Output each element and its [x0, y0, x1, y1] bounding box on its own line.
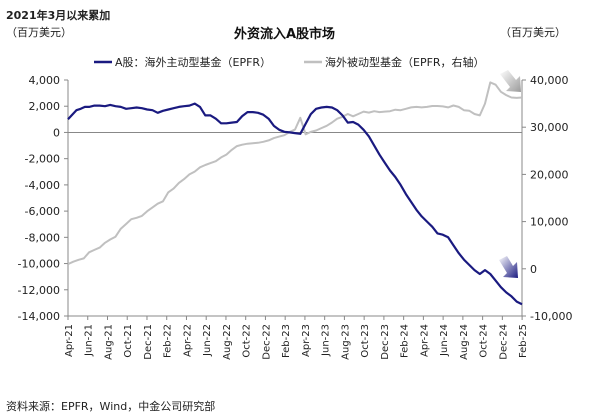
x-tick-label: Jun-24	[439, 324, 450, 357]
x-tick-label: Apr-23	[301, 324, 312, 357]
x-tick-label: Apr-22	[182, 324, 193, 357]
x-tick-label: Feb-23	[281, 324, 292, 358]
series-layer	[67, 81, 523, 306]
y-left-tick-label: -8,000	[25, 231, 60, 244]
series-line-active-funds	[67, 102, 523, 306]
y-left-tick-label: -6,000	[25, 205, 60, 218]
y-left-tick-label: 4,000	[29, 74, 61, 87]
x-tick-label: Oct-24	[479, 324, 490, 358]
source-note: 资料来源：EPFR，Wind，中金公司研究部	[6, 400, 216, 413]
x-tick-label: Aug-21	[103, 324, 114, 360]
y-right-tick-label: 40,000	[530, 74, 569, 87]
x-tick-label: Dec-22	[261, 324, 272, 360]
trend-arrow-active-icon	[499, 256, 518, 278]
x-tick-label: Apr-24	[419, 324, 430, 357]
y-left-tick-label: -10,000	[18, 258, 60, 271]
x-tick-label: Dec-21	[143, 324, 154, 360]
x-tick-label: Jun-22	[202, 324, 213, 357]
y-right-tick-label: 0	[530, 263, 537, 276]
period-note: 2021年3月以来累加	[6, 9, 111, 22]
y-right-tick-label: -10,000	[530, 310, 572, 323]
y-left-tick-label: -14,000	[18, 310, 60, 323]
x-tick-label: Apr-21	[64, 324, 75, 357]
legend: A股：海外主动型基金（EPFR） 海外被动型基金（EPFR，右轴）	[94, 55, 485, 69]
x-tick-label: Dec-24	[498, 324, 509, 360]
y-left-tick-label: -4,000	[25, 179, 60, 192]
series-line-passive-funds	[67, 81, 523, 266]
y-right-tick-label: 30,000	[530, 121, 569, 134]
x-tick-label: Jun-21	[84, 324, 95, 357]
x-tick-label: Aug-24	[459, 324, 470, 360]
x-tick-label: Feb-24	[400, 324, 411, 358]
trend-arrow-passive-icon	[500, 70, 521, 92]
legend-label-active: A股：海外主动型基金（EPFR）	[115, 55, 271, 69]
x-tick-label: Aug-22	[222, 324, 233, 360]
right-unit-label: （百万美元）	[500, 26, 566, 39]
y-right-tick-label: 10,000	[530, 216, 569, 229]
y-left-tick-label: 2,000	[29, 100, 61, 113]
y-left-tick-label: -2,000	[25, 153, 60, 166]
x-tick-label: Oct-21	[123, 324, 134, 358]
x-tick-label: Aug-23	[340, 324, 351, 360]
y-left-tick-label: 0	[53, 126, 60, 139]
x-tick-label: Oct-23	[360, 324, 371, 358]
arrows-layer	[499, 70, 521, 278]
chart-title: 外资流入A股市场	[234, 27, 336, 42]
x-tick-label: Feb-22	[163, 324, 174, 358]
x-tick-label: Oct-22	[242, 324, 253, 358]
y-right-tick-label: 20,000	[530, 168, 569, 181]
left-unit-label: （百万美元）	[6, 26, 72, 39]
x-tick-label: Feb-25	[518, 324, 529, 358]
x-tick-label: Dec-23	[380, 324, 391, 360]
x-tick-label: Jun-23	[321, 324, 332, 357]
axes-layer: -14,000 -12,000 -10,000 -8,000 -6,000 -4,000 -…	[18, 74, 573, 360]
legend-label-passive: 海外被动型基金（EPFR，右轴）	[325, 55, 485, 69]
y-left-tick-label: -12,000	[18, 284, 60, 297]
